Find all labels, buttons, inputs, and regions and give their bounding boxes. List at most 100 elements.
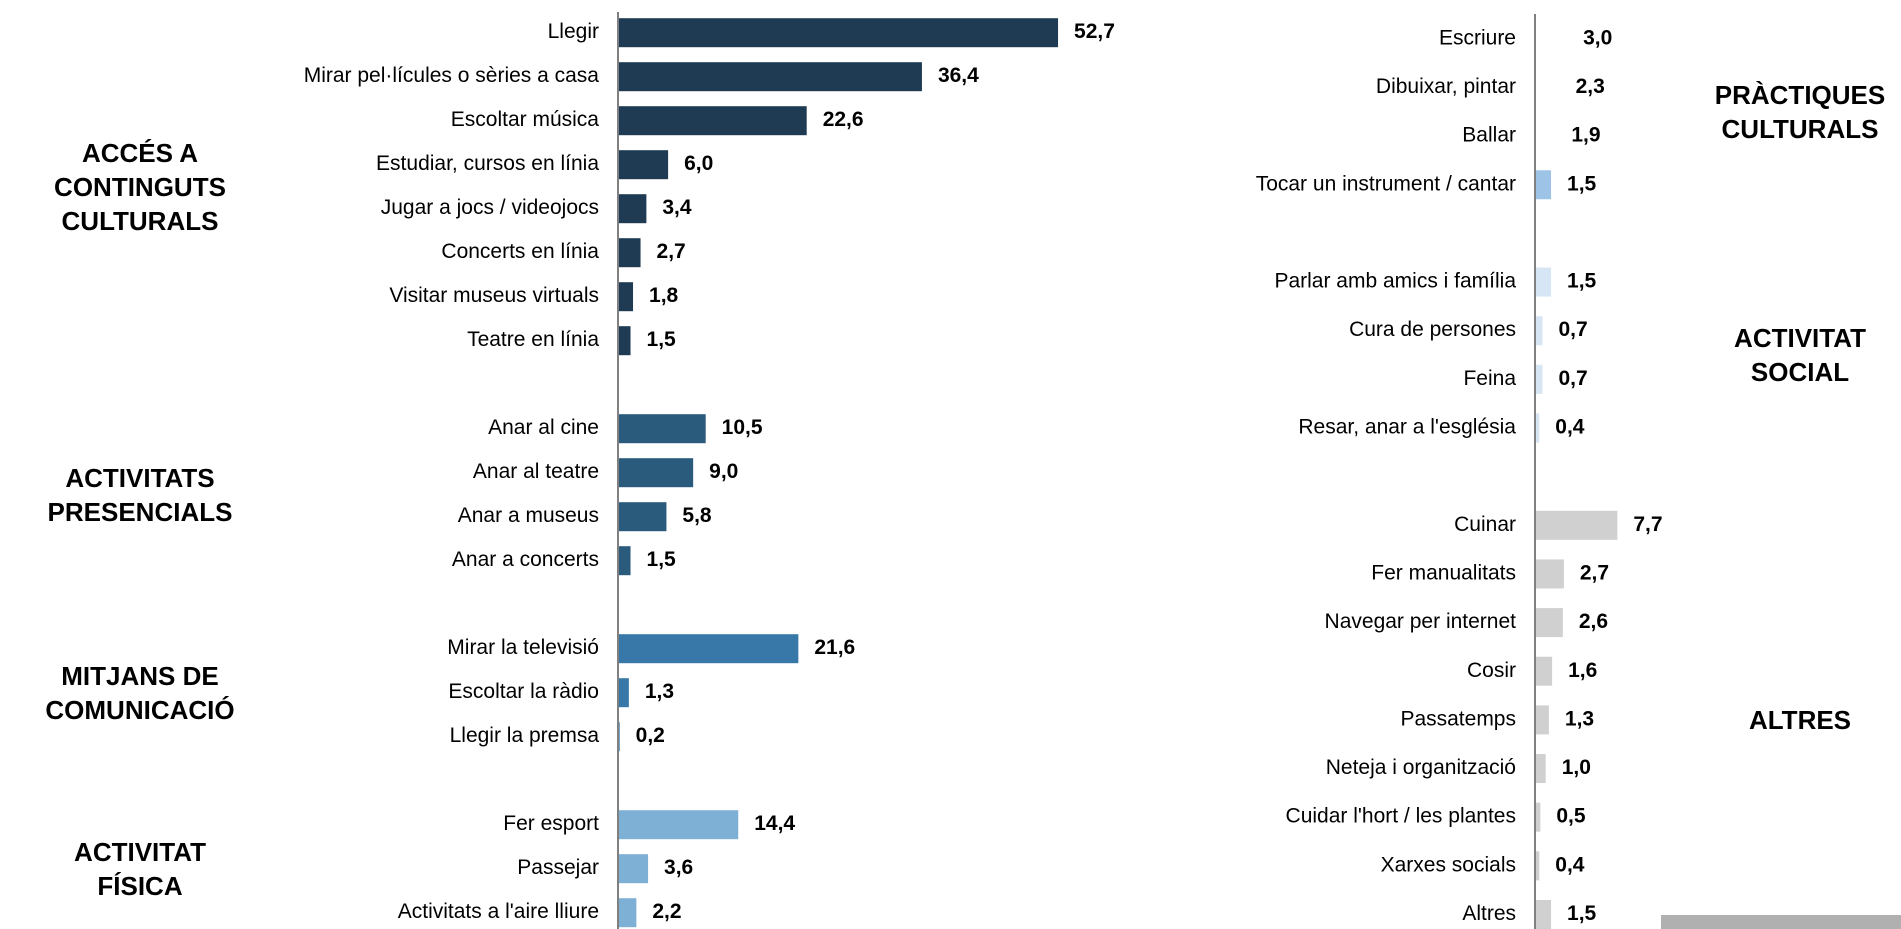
bar bbox=[1535, 608, 1563, 638]
value-label: 1,5 bbox=[647, 328, 677, 351]
group-label: ACCÉS A CONTINGUTS CULTURALS bbox=[54, 137, 226, 236]
category-label: Visitar museus virtuals bbox=[389, 284, 599, 307]
value-label: 2,7 bbox=[1580, 561, 1609, 584]
category-label: Ballar bbox=[1462, 124, 1516, 147]
bar bbox=[1535, 705, 1549, 735]
value-label: 3,6 bbox=[664, 856, 693, 879]
bar bbox=[618, 502, 667, 532]
category-label: Cuinar bbox=[1454, 513, 1516, 536]
value-label: 14,4 bbox=[754, 812, 795, 835]
category-label: Feina bbox=[1463, 367, 1516, 390]
decoration bbox=[1661, 915, 1901, 929]
bar bbox=[618, 634, 799, 664]
value-label: 2,2 bbox=[652, 900, 681, 923]
bar bbox=[618, 150, 669, 180]
category-label: Neteja i organització bbox=[1326, 756, 1516, 779]
group-label: ALTRES bbox=[1748, 704, 1852, 735]
value-label: 1,3 bbox=[645, 680, 674, 703]
category-label: Xarxes socials bbox=[1381, 853, 1516, 876]
value-label: 7,7 bbox=[1633, 513, 1662, 536]
value-label: 2,7 bbox=[657, 240, 686, 263]
bar bbox=[1535, 72, 1560, 102]
bar bbox=[1535, 413, 1540, 443]
value-label: 1,5 bbox=[1567, 902, 1597, 925]
bar bbox=[1535, 170, 1552, 200]
category-label: Estudiar, cursos en línia bbox=[376, 152, 599, 175]
category-label: Passejar bbox=[517, 856, 599, 879]
value-label: 0,2 bbox=[636, 724, 665, 747]
value-label: 5,8 bbox=[682, 504, 712, 527]
category-label: Teatre en línia bbox=[467, 328, 599, 351]
category-label: Llegir bbox=[548, 20, 599, 43]
bar bbox=[1535, 900, 1552, 929]
value-label: 0,4 bbox=[1555, 853, 1585, 876]
bar bbox=[618, 854, 649, 884]
bar bbox=[1535, 510, 1618, 540]
category-label: Escoltar música bbox=[451, 108, 600, 131]
category-label: Altres bbox=[1462, 902, 1516, 925]
group-label: ACTIVITAT SOCIAL bbox=[1734, 323, 1866, 388]
value-label: 1,5 bbox=[647, 548, 677, 571]
category-label: Mirar la televisió bbox=[447, 636, 599, 659]
category-label: Tocar un instrument / cantar bbox=[1256, 172, 1516, 195]
category-label: Escoltar la ràdio bbox=[448, 680, 599, 703]
value-label: 21,6 bbox=[814, 636, 855, 659]
category-label: Escriure bbox=[1439, 26, 1516, 49]
category-label: Anar a concerts bbox=[452, 548, 599, 571]
value-label: 10,5 bbox=[722, 416, 763, 439]
bar bbox=[1535, 754, 1546, 784]
bar bbox=[618, 18, 1059, 48]
bar bbox=[1535, 364, 1543, 394]
category-label: Fer manualitats bbox=[1371, 561, 1516, 584]
value-label: 52,7 bbox=[1074, 20, 1115, 43]
bar bbox=[1535, 851, 1540, 881]
category-label: Resar, anar a l'església bbox=[1298, 416, 1516, 439]
value-label: 6,0 bbox=[684, 152, 713, 175]
value-label: 0,4 bbox=[1555, 416, 1585, 439]
bar bbox=[1535, 121, 1556, 151]
bar bbox=[618, 810, 739, 840]
group-label: MITJANS DE COMUNICACIÓ bbox=[45, 660, 235, 725]
bar bbox=[1535, 24, 1568, 54]
category-label: Passatemps bbox=[1400, 707, 1516, 730]
category-label: Dibuixar, pintar bbox=[1376, 75, 1516, 98]
value-label: 1,5 bbox=[1567, 172, 1597, 195]
bar bbox=[618, 106, 807, 136]
category-label: Parlar amb amics i família bbox=[1274, 270, 1516, 293]
value-label: 0,7 bbox=[1558, 367, 1587, 390]
value-label: 3,4 bbox=[662, 196, 692, 219]
value-label: 36,4 bbox=[938, 64, 979, 87]
value-label: 2,6 bbox=[1579, 610, 1608, 633]
category-label: Cosir bbox=[1467, 659, 1516, 682]
bar bbox=[1535, 316, 1543, 346]
group-label: ACTIVITATS PRESENCIALS bbox=[47, 462, 233, 527]
value-label: 1,0 bbox=[1562, 756, 1591, 779]
value-label: 9,0 bbox=[709, 460, 738, 483]
bar bbox=[1535, 559, 1564, 589]
category-label: Fer esport bbox=[503, 812, 599, 835]
value-label: 1,6 bbox=[1568, 659, 1597, 682]
value-label: 1,9 bbox=[1571, 124, 1600, 147]
value-label: 0,7 bbox=[1558, 318, 1587, 341]
bar bbox=[618, 546, 631, 576]
bar bbox=[1535, 656, 1553, 686]
category-label: Anar al cine bbox=[488, 416, 599, 439]
value-label: 2,3 bbox=[1576, 75, 1605, 98]
bar bbox=[618, 678, 629, 708]
bar bbox=[618, 282, 634, 312]
category-label: Activitats a l'aire lliure bbox=[398, 900, 599, 923]
category-label: Anar al teatre bbox=[473, 460, 599, 483]
value-label: 1,3 bbox=[1565, 707, 1594, 730]
category-label: Mirar pel·lícules o sèries a casa bbox=[304, 64, 600, 87]
bar bbox=[618, 326, 631, 356]
bar bbox=[618, 62, 922, 92]
category-label: Cura de persones bbox=[1349, 318, 1516, 341]
bar bbox=[618, 414, 706, 444]
group-label: ACTIVITAT FÍSICA bbox=[74, 836, 206, 901]
category-label: Concerts en línia bbox=[441, 240, 599, 263]
bar bbox=[618, 458, 694, 488]
category-label: Anar a museus bbox=[458, 504, 599, 527]
category-label: Jugar a jocs / videojocs bbox=[381, 196, 599, 219]
